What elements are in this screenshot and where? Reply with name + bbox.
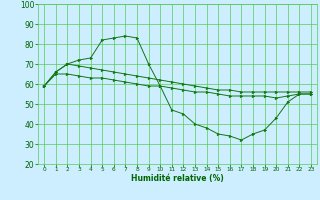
X-axis label: Humidité relative (%): Humidité relative (%)	[131, 174, 224, 183]
